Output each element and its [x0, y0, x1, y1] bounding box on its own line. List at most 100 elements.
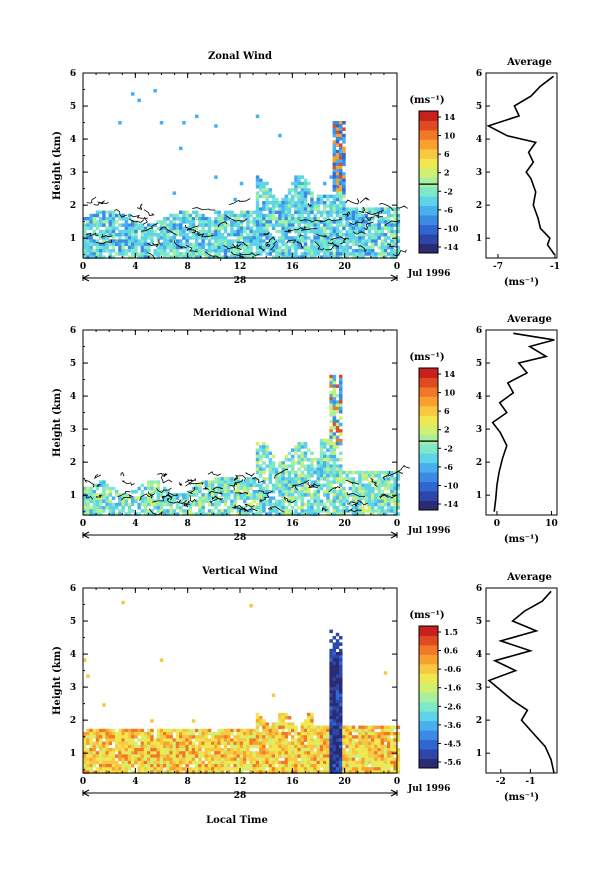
heatmap-cell: [383, 738, 388, 742]
heatmap-cell: [339, 480, 343, 484]
heatmap-cell: [284, 732, 289, 736]
heatmap-cell: [387, 210, 391, 215]
heatmap-cell: [326, 735, 330, 739]
heatmap-cell: [284, 194, 289, 199]
heatmap-cell: [255, 502, 260, 507]
heatmap-cell: [239, 496, 244, 500]
heatmap-cell: [163, 748, 167, 752]
heatmap-cell: [278, 249, 282, 253]
colorbar-tick-label: -5.6: [444, 757, 462, 767]
heatmap-cell: [249, 751, 253, 755]
heatmap-cell: [220, 490, 225, 494]
x-tick-label: 8: [185, 519, 191, 529]
heatmap-cell: [204, 217, 209, 221]
contour-line: [342, 211, 351, 218]
heatmap-cell: [303, 725, 308, 730]
heatmap-cell: [166, 751, 170, 755]
heatmap-cell: [166, 236, 170, 240]
heatmap-cell: [310, 217, 314, 221]
heatmap-cell: [339, 661, 343, 666]
heatmap-cell: [303, 509, 308, 513]
heatmap-cell: [89, 486, 93, 491]
heatmap-cell: [374, 744, 378, 749]
heatmap-cell: [383, 245, 388, 250]
heatmap-cell: [99, 741, 103, 746]
heatmap-cell: [355, 255, 359, 259]
heatmap-cell: [156, 239, 161, 243]
heatmap-cell: [191, 493, 196, 497]
heatmap-cell: [147, 748, 151, 752]
profile-x-label: (ms⁻¹): [504, 277, 539, 288]
heatmap-cell: [223, 486, 228, 491]
heatmap-cell: [239, 512, 244, 516]
heatmap-cell: [271, 464, 276, 468]
heatmap-cell: [156, 767, 161, 771]
heatmap-cell: [150, 741, 154, 746]
heatmap-cell: [262, 757, 266, 762]
heatmap-cell: [182, 509, 186, 513]
heatmap-cell: [300, 458, 305, 462]
heatmap-cell: [105, 245, 109, 250]
heatmap-cell: [220, 751, 225, 755]
heatmap-cell: [95, 249, 100, 253]
heatmap-cell: [348, 738, 353, 742]
heatmap-cell: [319, 458, 324, 462]
heatmap-cell: [83, 490, 87, 494]
heatmap-cell: [339, 674, 343, 678]
heatmap-cell: [316, 732, 321, 736]
heatmap-cell: [86, 764, 90, 768]
heatmap-cell: [246, 496, 250, 500]
heatmap-cell: [214, 496, 218, 500]
contour-line: [299, 219, 322, 223]
heatmap-cell: [339, 677, 343, 682]
heatmap-cell: [387, 217, 391, 221]
heatmap-cell: [396, 760, 401, 765]
heatmap-cell: [335, 642, 340, 646]
heatmap-cell: [281, 470, 285, 475]
heatmap-cell: [268, 751, 273, 755]
heatmap-cell: [335, 419, 340, 424]
heatmap-cell: [185, 748, 189, 752]
heatmap-cell: [326, 751, 330, 755]
heatmap-cell: [95, 213, 100, 218]
heatmap-cell: [374, 725, 378, 730]
heatmap-cell: [156, 493, 161, 497]
heatmap-cell: [99, 767, 103, 771]
profile-x-tick-label: -2: [496, 777, 506, 787]
heatmap-cell: [297, 220, 301, 224]
heatmap-cell: [303, 201, 308, 205]
heatmap-cell: [150, 496, 154, 500]
heatmap-cell: [166, 226, 170, 231]
heatmap-cell: [300, 509, 305, 513]
colorbar-tick-label: -6: [444, 462, 453, 472]
heatmap-cell: [278, 725, 282, 730]
heatmap-cell: [89, 245, 93, 250]
contour-line: [382, 471, 391, 481]
profile-x-tick-label: -1: [525, 777, 535, 787]
heatmap-cell: [121, 242, 125, 247]
heatmap-cell: [265, 188, 269, 192]
heatmap-cell: [332, 169, 337, 173]
y-tick-label: 6: [70, 326, 76, 336]
heatmap-cell: [185, 220, 189, 224]
heatmap-cell: [303, 738, 308, 742]
heatmap-cell: [265, 483, 269, 488]
heatmap-cell: [380, 764, 385, 768]
heatmap-cell: [332, 706, 337, 710]
heatmap-cell: [332, 416, 337, 420]
colorbar-tick-label: 14: [444, 112, 456, 122]
heatmap-cell: [223, 735, 228, 739]
heatmap-cell: [281, 496, 285, 500]
heatmap-cell: [377, 770, 381, 774]
heatmap-cell: [329, 470, 333, 475]
contour-line: [345, 198, 360, 205]
heatmap: [83, 374, 401, 516]
heatmap-cell: [284, 738, 289, 742]
heatmap-cell: [332, 499, 337, 504]
heatmap-cell: [335, 197, 340, 202]
heatmap-cell: [300, 451, 305, 456]
heatmap-cell: [255, 242, 260, 247]
heatmap-cell: [127, 496, 132, 500]
heatmap-cell: [374, 470, 378, 475]
heatmap-cell: [153, 741, 157, 746]
